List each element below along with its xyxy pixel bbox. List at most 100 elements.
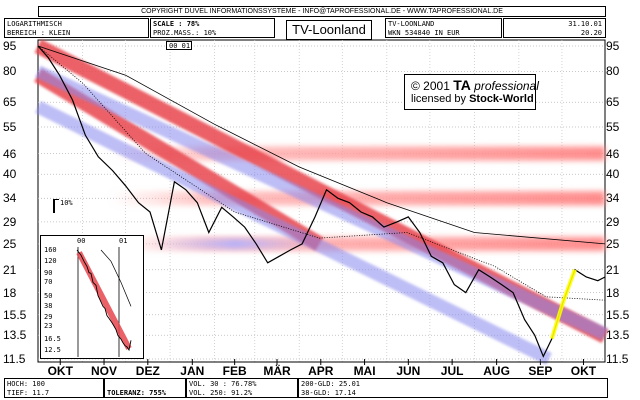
inset-y-tick: 23 — [44, 322, 53, 331]
inset-y-tick: 50 — [44, 291, 53, 300]
y-tick-right: 65 — [606, 95, 620, 110]
y-tick-right: 29 — [606, 214, 620, 229]
date-box: 31.10.01 20.20 — [503, 18, 606, 38]
inset-trend — [76, 251, 132, 350]
toleranz: TOLERANZ: 755% — [107, 389, 167, 397]
scale-label: SCALE : 78% — [153, 20, 200, 28]
copyright-bar: COPYRIGHT DUVEL INFORMATIONSSYSTEME - IN… — [38, 6, 606, 17]
y-tick-right: 21 — [606, 262, 620, 277]
hoch: HOCH: 100 — [7, 380, 45, 388]
inset-y-tick: 160 — [44, 246, 57, 254]
x-tick-label: FEB — [222, 364, 247, 378]
support-zone-blue — [150, 238, 320, 249]
scale-info-box: LOGARITHMISCH BEREICH : KLEIN — [4, 18, 149, 38]
vol250: VOL. 250: 91.2% — [189, 389, 253, 397]
y-tick-left: 80 — [3, 64, 17, 79]
proz-mass: PROZ.MASS.: 10% — [153, 29, 217, 37]
inset-y-tick: 12.5 — [44, 346, 61, 354]
x-tick-label: JUL — [440, 364, 464, 378]
x-tick-label: JAN — [180, 364, 205, 378]
y-tick-right: 15.5 — [606, 307, 630, 322]
watermark-line1: © 2001 TA professional — [411, 77, 539, 93]
inset-plot — [76, 247, 132, 357]
inset-chart: 00 01 160 120 90 70 50 38 29 23 16.5 12.5 — [40, 235, 144, 359]
period-marker-01: 01 — [181, 42, 191, 50]
y-tick-right: 46 — [606, 146, 620, 161]
stock-info-box: TV-LOONLAND WKN 534840 IN EUR — [385, 18, 502, 38]
y-tick-left: 25 — [3, 236, 17, 251]
inset-y-tick: 38 — [44, 302, 53, 311]
moving-average-200-line — [37, 45, 606, 245]
y-tick-left: 95 — [3, 39, 17, 53]
inset-y-tick: 120 — [44, 257, 57, 266]
y-tick-right: 25 — [606, 236, 620, 251]
stock-name: TV-LOONLAND — [388, 20, 435, 28]
inset-y-tick: 90 — [44, 268, 53, 277]
y-tick-left: 46 — [3, 146, 17, 161]
y-tick-left: 13.5 — [3, 328, 27, 343]
x-tick-label: NOV — [91, 364, 118, 378]
bereich: BEREICH : KLEIN — [7, 29, 71, 37]
inset-y-tick: 70 — [44, 278, 53, 287]
vol30: VOL. 30 : 76.78% — [189, 380, 257, 388]
y-tick-left: 34 — [3, 191, 17, 206]
watermark-copyright: © 2001 — [411, 79, 454, 93]
y-tick-right: 80 — [606, 64, 620, 79]
x-tick-label: DEZ — [135, 364, 160, 378]
gld200: 200-GLD: 25.01 — [301, 380, 361, 388]
period-marker-box: 00 01 — [166, 41, 192, 50]
gld38: 38-GLD: 17.14 — [301, 389, 356, 397]
moving-average-38-line — [37, 45, 606, 301]
x-tick-label: JUN — [396, 364, 421, 378]
y-tick-left: 29 — [3, 214, 17, 229]
footer-moving-averages: 200-GLD: 25.01 38-GLD: 17.14 — [298, 378, 608, 398]
y-tick-left: 15.5 — [3, 307, 27, 322]
y-tick-right: 34 — [606, 191, 620, 206]
inset-y-tick: 29 — [44, 312, 53, 321]
inset-y-tick: 16.5 — [44, 335, 61, 344]
y-tick-right: 55 — [606, 120, 620, 135]
y-tick-left: 21 — [3, 262, 17, 277]
x-tick-label: MÄR — [263, 364, 291, 378]
y-tick-left: 55 — [3, 120, 17, 135]
date: 31.10.01 — [568, 20, 602, 28]
inset-price-line — [76, 249, 132, 352]
watermark-stockworld: Stock-World — [469, 93, 534, 105]
y-tick-left: 18 — [3, 285, 17, 300]
blue-trend-lower — [35, 101, 552, 365]
footer-volatility: VOL. 30 : 76.78% VOL. 250: 91.2% — [186, 378, 298, 398]
y-tick-left: 65 — [3, 95, 17, 110]
inset-marker-00: 00 — [77, 237, 86, 245]
watermark-licensed-by: licensed by — [411, 93, 470, 105]
y-tick-left: 40 — [3, 167, 17, 182]
y-tick-right: 40 — [606, 167, 620, 182]
watermark-professional: professional — [470, 79, 539, 93]
scale-type: LOGARITHMISCH — [7, 20, 62, 28]
y-tick-right: 11.5 — [606, 352, 629, 366]
y-tick-right: 95 — [606, 39, 620, 53]
footer-hoch-tief: HOCH: 100 TIEF: 11.7 — [4, 378, 104, 398]
chart-title-box: TV-Loonland — [286, 20, 372, 40]
watermark-ta-brand: TA — [453, 77, 471, 93]
inset-marker-01: 01 — [119, 237, 128, 245]
watermark-line2: licensed by Stock-World — [411, 93, 534, 105]
period-marker-00: 00 — [169, 42, 178, 50]
x-tick-label: AUG — [483, 364, 510, 378]
time: 20.20 — [580, 29, 602, 37]
x-tick-label: OKT — [570, 364, 597, 378]
footer-toleranz: TOLERANZ: 755% — [104, 378, 186, 398]
x-tick-label: OKT — [47, 364, 73, 378]
y-tick-right: 18 — [606, 285, 620, 300]
inset-average-line — [100, 249, 132, 307]
tief: TIEF: 11.7 — [7, 389, 50, 397]
y-tick-right: 13.5 — [606, 328, 630, 343]
x-tick-label: MAI — [353, 364, 376, 378]
x-tick-label: SEP — [528, 364, 553, 378]
license-watermark: © 2001 TA professional licensed by Stock… — [404, 74, 539, 110]
chart-title: TV-Loonland — [292, 22, 366, 37]
copyright-text: COPYRIGHT DUVEL INFORMATIONSSYSTEME - IN… — [141, 8, 503, 15]
percent-label: 10% — [60, 199, 73, 207]
scale-percent-box: SCALE : 78% PROZ.MASS.: 10% — [150, 18, 275, 38]
y-tick-left: 11.5 — [3, 352, 26, 366]
x-tick-label: APR — [308, 364, 334, 378]
